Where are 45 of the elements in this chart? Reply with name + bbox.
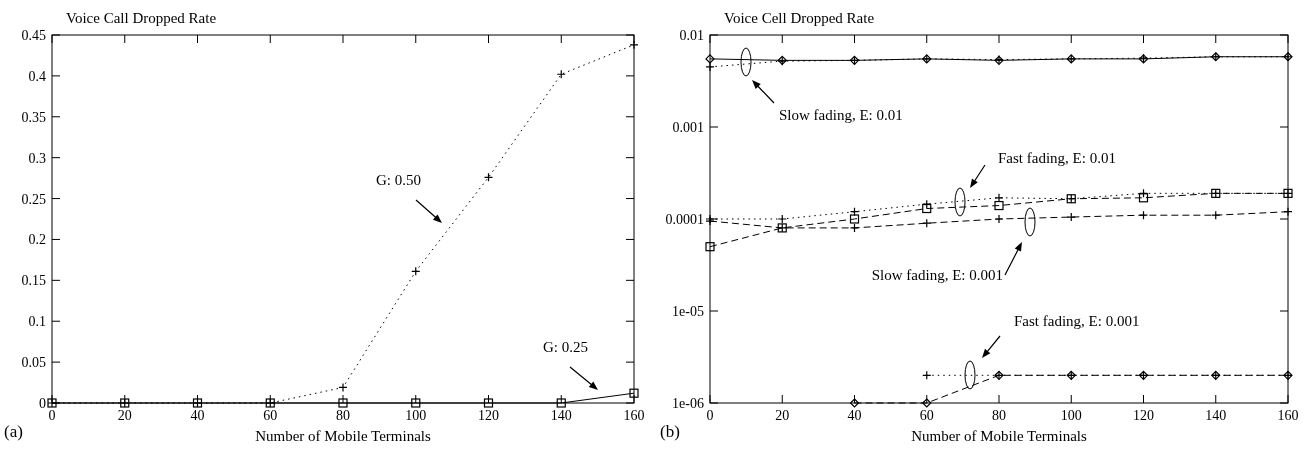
y-tick-label: 0.15 bbox=[21, 273, 46, 289]
y-tick-label: 0.3 bbox=[28, 150, 46, 166]
x-tick-label: 80 bbox=[992, 408, 1006, 423]
y-tick-label: 0.25 bbox=[21, 191, 46, 207]
x-tick-label: 100 bbox=[405, 408, 427, 423]
x-tick-label: 120 bbox=[478, 408, 499, 423]
annotation: G: 0.50 bbox=[376, 172, 421, 188]
x-axis-title: Number of Mobile Terminals bbox=[911, 428, 1088, 444]
x-tick-label: 120 bbox=[1133, 408, 1154, 423]
x-tick-label: 60 bbox=[919, 408, 934, 423]
y-tick-label: 0.001 bbox=[672, 120, 704, 135]
text: (b) bbox=[660, 422, 680, 441]
y-tick-label: 0.0001 bbox=[665, 212, 704, 227]
y-tick-label: 0.01 bbox=[679, 28, 704, 43]
y-tick-label: 1e-06 bbox=[672, 396, 704, 411]
x-tick-label: 20 bbox=[775, 408, 790, 423]
text: (a) bbox=[4, 422, 23, 441]
x-tick-label: 160 bbox=[623, 408, 645, 423]
chart-title: Voice Call Dropped Rate bbox=[66, 10, 217, 26]
x-axis-title: Number of Mobile Terminals bbox=[255, 428, 432, 444]
annotation: Slow fading, E: 0.01 bbox=[779, 107, 903, 123]
x-tick-label: 0 bbox=[706, 408, 714, 423]
y-tick-label: 0.2 bbox=[28, 232, 46, 248]
y-tick-label: 0.4 bbox=[28, 68, 46, 84]
x-tick-label: 60 bbox=[263, 408, 278, 423]
x-tick-label: 140 bbox=[550, 408, 572, 423]
y-tick-label: 0 bbox=[39, 396, 46, 411]
chart-title: Voice Cell Dropped Rate bbox=[724, 10, 875, 26]
annotation: Slow fading, E: 0.001 bbox=[871, 267, 1003, 283]
x-tick-label: 40 bbox=[190, 408, 205, 423]
x-tick-label: 80 bbox=[336, 408, 350, 423]
x-tick-label: 0 bbox=[48, 408, 56, 423]
y-tick-label: 0.1 bbox=[28, 314, 46, 330]
y-tick-label: 0.45 bbox=[21, 28, 46, 43]
x-tick-label: 160 bbox=[1277, 408, 1299, 423]
annotation: Fast fading, E: 0.001 bbox=[1014, 313, 1140, 329]
x-tick-label: 20 bbox=[117, 408, 132, 423]
x-tick-label: 100 bbox=[1060, 408, 1082, 423]
y-tick-label: 0.35 bbox=[21, 109, 46, 125]
y-tick-label: 1e-05 bbox=[672, 304, 704, 319]
annotation: Fast fading, E: 0.01 bbox=[998, 150, 1116, 166]
annotation: G: 0.25 bbox=[543, 339, 588, 355]
x-tick-label: 40 bbox=[847, 408, 862, 423]
y-tick-label: 0.05 bbox=[21, 355, 46, 371]
x-tick-label: 140 bbox=[1205, 408, 1227, 423]
